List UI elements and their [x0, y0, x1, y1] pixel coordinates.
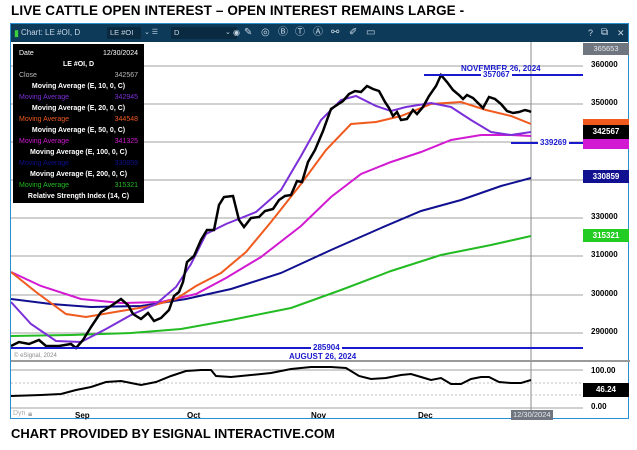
legend-symbol: LE #OI, D	[62, 61, 95, 68]
symbol-dropdown-icon[interactable]: ⌄ ☰	[144, 29, 159, 36]
high-value-annotation: 357067	[481, 70, 512, 79]
symbol-input[interactable]: LE #OI	[107, 27, 141, 39]
pencil-icon[interactable]: ✎	[244, 27, 253, 38]
ma200-price-tag: 315321	[583, 229, 629, 242]
a-circle-icon[interactable]: Ⓐ	[313, 27, 323, 38]
legend-study-label: Moving Average	[19, 116, 70, 123]
price-tick: 300000	[591, 289, 618, 298]
close-price-line	[11, 72, 532, 350]
legend-study-label: Moving Average	[19, 138, 70, 145]
legend-study-label: Moving Average	[19, 94, 70, 101]
help-icon[interactable]: ?	[588, 28, 594, 38]
ma50-line	[11, 134, 532, 305]
ma200-line	[11, 235, 532, 337]
legend-study-value: 315321	[114, 182, 138, 189]
copyright-text: © eSignal, 2024	[14, 353, 57, 359]
legend-study-value: 344548	[114, 116, 138, 123]
chart-toolbar: ▮ Chart: LE #OI, D LE #OI ⌄ ☰ D ⌄ ◉ ✎ ◎ …	[11, 24, 628, 42]
rsi-tick: 0.00	[591, 402, 607, 411]
low-value-annotation: 285904	[311, 343, 342, 352]
price-tick: 350000	[591, 98, 618, 107]
legend-study-name[interactable]: Moving Average (E, 50, 0, C)	[31, 127, 126, 134]
legend-study-name[interactable]: Moving Average (E, 10, 0, C)	[31, 83, 126, 90]
high-date-annotation: NOVEMBER 26, 2024	[461, 64, 541, 73]
legend-study-label: Moving Average	[19, 182, 70, 189]
close-price-tag: 342567	[583, 125, 629, 139]
legend-close-label: Close	[19, 72, 37, 79]
rsi-tick: 100.00	[591, 366, 616, 375]
link-status-icon[interactable]: ▮	[14, 28, 19, 38]
price-tick: 360000	[591, 60, 618, 69]
legend-study-value: 342945	[114, 94, 138, 101]
time-label-oct: Oct	[187, 411, 201, 420]
legend-study-value: 341325	[114, 138, 138, 145]
wave-icon[interactable]: ◎	[261, 27, 270, 38]
page-title: LIVE CATTLE OPEN INTEREST – OPEN INTERES…	[11, 3, 465, 18]
chart-label: Chart: LE #OI, D	[21, 28, 81, 37]
close-icon[interactable]: ✕	[617, 28, 625, 38]
link-icon[interactable]: ⚯	[331, 27, 340, 38]
price-tick: 330000	[591, 212, 618, 221]
ma100-line	[11, 177, 532, 309]
settings-dot-icon[interactable]: ◉	[233, 28, 240, 37]
b-circle-icon[interactable]: Ⓑ	[278, 27, 288, 38]
legend-study-name[interactable]: Moving Average (E, 100, 0, C)	[29, 149, 128, 156]
time-label-sep: Sep	[75, 411, 90, 420]
time-label-nov: Nov	[311, 411, 327, 420]
recent-value-annotation: 339269	[538, 138, 569, 147]
comment-icon[interactable]: ▭	[366, 27, 376, 38]
interval-select[interactable]: D	[171, 27, 237, 39]
legend-study-name[interactable]: Moving Average (E, 20, 0, C)	[31, 105, 126, 112]
legend-study-label: Moving Average	[19, 160, 70, 167]
ma10-line	[11, 94, 532, 344]
low-date-annotation: AUGUST 26, 2024	[289, 352, 357, 361]
time-label-dec: Dec	[418, 411, 433, 420]
legend-study-value: 330859	[114, 160, 138, 167]
legend-close-value: 342567	[114, 72, 138, 79]
study-legend: Date 12/30/2024 LE #OI, D Close 342567 M…	[13, 44, 144, 203]
legend-date-label: Date	[19, 50, 34, 57]
lock-icon[interactable]: 🔒︎	[28, 409, 33, 418]
edit-icon[interactable]: ✐	[349, 27, 358, 38]
legend-study-name[interactable]: Moving Average (E, 200, 0, C)	[29, 171, 128, 178]
chart-credit: CHART PROVIDED BY ESIGNAL INTERACTIVE.CO…	[11, 426, 335, 441]
restore-icon[interactable]: ⧉	[601, 27, 609, 38]
price-tick: 310000	[591, 250, 618, 259]
rsi-value-tag: 46.24	[583, 383, 629, 397]
price-axis-top-value: 365653	[583, 43, 629, 55]
legend-date-value: 12/30/2024	[102, 50, 138, 57]
dynamic-scale-toggle[interactable]: Dyn	[13, 410, 26, 417]
legend-rsi-name[interactable]: Relative Strength Index (14, C)	[27, 193, 130, 200]
price-tick: 290000	[591, 327, 618, 336]
ma50-price-tag: 341325	[583, 137, 629, 149]
rsi-line	[11, 366, 532, 397]
chart-window: ▮ Chart: LE #OI, D LE #OI ⌄ ☰ D ⌄ ◉ ✎ ◎ …	[10, 23, 630, 420]
interval-chevron-icon[interactable]: ⌄	[225, 29, 231, 36]
cursor-date-label: 12/30/2024	[511, 410, 553, 420]
ma100-price-tag: 330859	[583, 170, 629, 183]
t-circle-icon[interactable]: Ⓣ	[295, 27, 305, 38]
